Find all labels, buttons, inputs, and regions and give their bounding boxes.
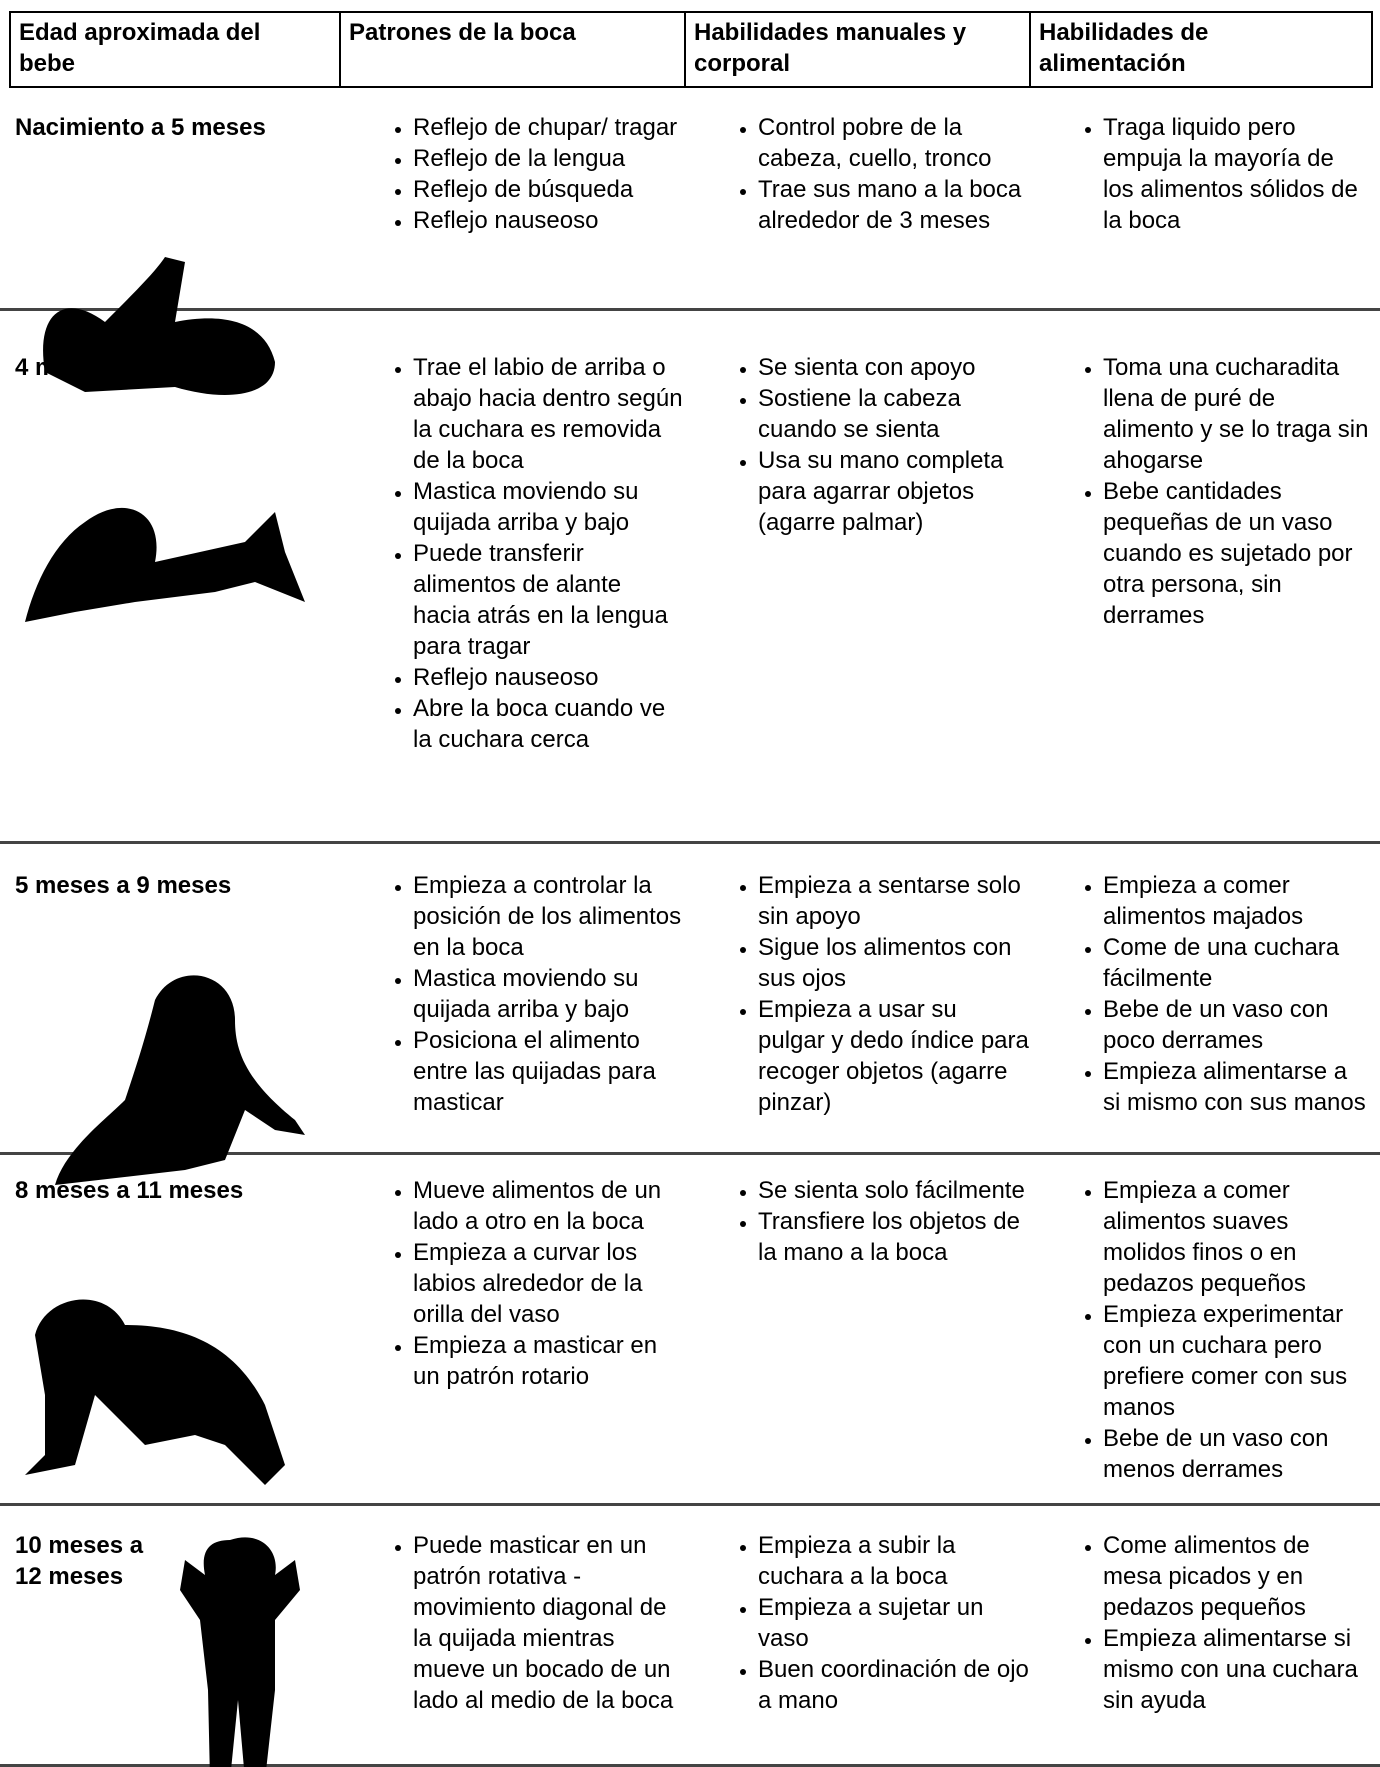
age-label: 8 meses a 11 meses — [15, 1177, 244, 1204]
list-item: Puede masticar en un patrón rotativa - m… — [413, 1530, 684, 1716]
list-item: Trae sus mano a la boca alrededor de 3 m… — [758, 174, 1029, 236]
baby-silhouette — [43, 257, 275, 395]
mouth-list: Trae el labio de arriba o abajo hacia de… — [355, 352, 684, 755]
list-item: Posiciona el alimento entre las quijadas… — [413, 1025, 684, 1118]
silhouette-shape — [55, 975, 305, 1185]
list-item: Empieza alimentarse si mismo con una cuc… — [1103, 1623, 1371, 1716]
list-item: Empieza a controlar la posición de los a… — [413, 870, 684, 963]
manual-list: Se sienta solo fácilmenteTransfiere los … — [700, 1175, 1029, 1268]
silhouette-shape — [25, 507, 305, 622]
baby-silhouette — [25, 507, 305, 622]
list-item: Empieza experimentar con un cuchara pero… — [1103, 1299, 1371, 1423]
mouth-list: Mueve alimentos de un lado a otro en la … — [355, 1175, 684, 1392]
baby-silhouette — [25, 1299, 285, 1485]
header-cell: Habilidades manuales y corporal — [684, 11, 1031, 88]
baby-silhouette — [55, 975, 305, 1185]
mouth-list: Puede masticar en un patrón rotativa - m… — [355, 1530, 684, 1716]
list-item: Traga liquido pero empuja la mayoría de … — [1103, 112, 1371, 236]
list-item: Reflejo nauseoso — [413, 662, 684, 693]
mouth-list: Reflejo de chupar/ tragarReflejo de la l… — [355, 112, 684, 236]
list-item: Control pobre de la cabeza, cuello, tron… — [758, 112, 1029, 174]
row-separator — [0, 1152, 1380, 1155]
row-separator — [0, 841, 1380, 844]
row-separator — [0, 1764, 1380, 1767]
mouth-list: Empieza a controlar la posición de los a… — [355, 870, 684, 1118]
feeding-list: Come alimentos de mesa picados y en peda… — [1045, 1530, 1371, 1716]
list-item: Bebe cantidades pequeñas de un vaso cuan… — [1103, 476, 1371, 631]
list-item: Sigue los alimentos con sus ojos — [758, 932, 1029, 994]
list-item: Buen coordinación de ojo a mano — [758, 1654, 1029, 1716]
feeding-list: Traga liquido pero empuja la mayoría de … — [1045, 112, 1371, 236]
list-item: Empieza a curvar los labios alrededor de… — [413, 1237, 684, 1330]
list-item: Empieza a subir la cuchara a la boca — [758, 1530, 1029, 1592]
header-cell: Habilidades de alimentación — [1029, 11, 1373, 88]
age-label: 5 meses a 9 meses — [15, 872, 232, 899]
baby-silhouette — [180, 1537, 300, 1767]
silhouette-shape — [25, 1299, 285, 1485]
list-item: Abre la boca cuando ve la cuchara cerca — [413, 693, 684, 755]
age-label: 4 meses a 6 meses — [15, 354, 232, 381]
list-item: Empieza a sujetar un vaso — [758, 1592, 1029, 1654]
list-item: Puede transferir alimentos de alante hac… — [413, 538, 684, 662]
list-item: Come de una cuchara fácilmente — [1103, 932, 1371, 994]
silhouette-shape — [180, 1537, 300, 1767]
list-item: Reflejo de búsqueda — [413, 174, 684, 205]
age-label: 10 meses a 12 meses — [15, 1532, 144, 1590]
list-item: Empieza a usar su pulgar y dedo índice p… — [758, 994, 1029, 1118]
list-item: Come alimentos de mesa picados y en peda… — [1103, 1530, 1371, 1623]
feeding-list: Toma una cucharadita llena de puré de al… — [1045, 352, 1371, 631]
list-item: Sostiene la cabeza cuando se sienta — [758, 383, 1029, 445]
list-item: Bebe de un vaso con menos derrames — [1103, 1423, 1371, 1485]
age-label: Nacimiento a 5 meses — [15, 114, 266, 141]
list-item: Trae el labio de arriba o abajo hacia de… — [413, 352, 684, 476]
feeding-list: Empieza a comer alimentos majadosCome de… — [1045, 870, 1371, 1118]
manual-list: Empieza a subir la cuchara a la bocaEmpi… — [700, 1530, 1029, 1716]
list-item: Empieza a sentarse solo sin apoyo — [758, 870, 1029, 932]
list-item: Mueve alimentos de un lado a otro en la … — [413, 1175, 684, 1237]
list-item: Reflejo nauseoso — [413, 205, 684, 236]
list-item: Empieza alimentarse a si mismo con sus m… — [1103, 1056, 1371, 1118]
list-item: Transfiere los objetos de la mano a la b… — [758, 1206, 1029, 1268]
list-item: Bebe de un vaso con poco derrames — [1103, 994, 1371, 1056]
row-separator — [0, 308, 1380, 311]
list-item: Toma una cucharadita llena de puré de al… — [1103, 352, 1371, 476]
list-item: Se sienta con apoyo — [758, 352, 1029, 383]
manual-list: Control pobre de la cabeza, cuello, tron… — [700, 112, 1029, 236]
list-item: Empieza a comer alimentos majados — [1103, 870, 1371, 932]
list-item: Usa su mano completa para agarrar objeto… — [758, 445, 1029, 538]
list-item: Empieza a masticar en un patrón rotario — [413, 1330, 684, 1392]
list-item: Mastica moviendo su quijada arriba y baj… — [413, 963, 684, 1025]
list-item: Se sienta solo fácilmente — [758, 1175, 1029, 1206]
header-cell: Edad aproximada del bebe — [9, 11, 341, 88]
list-item: Reflejo de chupar/ tragar — [413, 112, 684, 143]
header-cell: Patrones de la boca — [339, 11, 686, 88]
row-separator — [0, 1503, 1380, 1506]
manual-list: Empieza a sentarse solo sin apoyoSigue l… — [700, 870, 1029, 1118]
silhouette-shape — [43, 257, 275, 395]
list-item: Empieza a comer alimentos suaves molidos… — [1103, 1175, 1371, 1299]
manual-list: Se sienta con apoyoSostiene la cabeza cu… — [700, 352, 1029, 538]
list-item: Mastica moviendo su quijada arriba y baj… — [413, 476, 684, 538]
list-item: Reflejo de la lengua — [413, 143, 684, 174]
feeding-list: Empieza a comer alimentos suaves molidos… — [1045, 1175, 1371, 1485]
